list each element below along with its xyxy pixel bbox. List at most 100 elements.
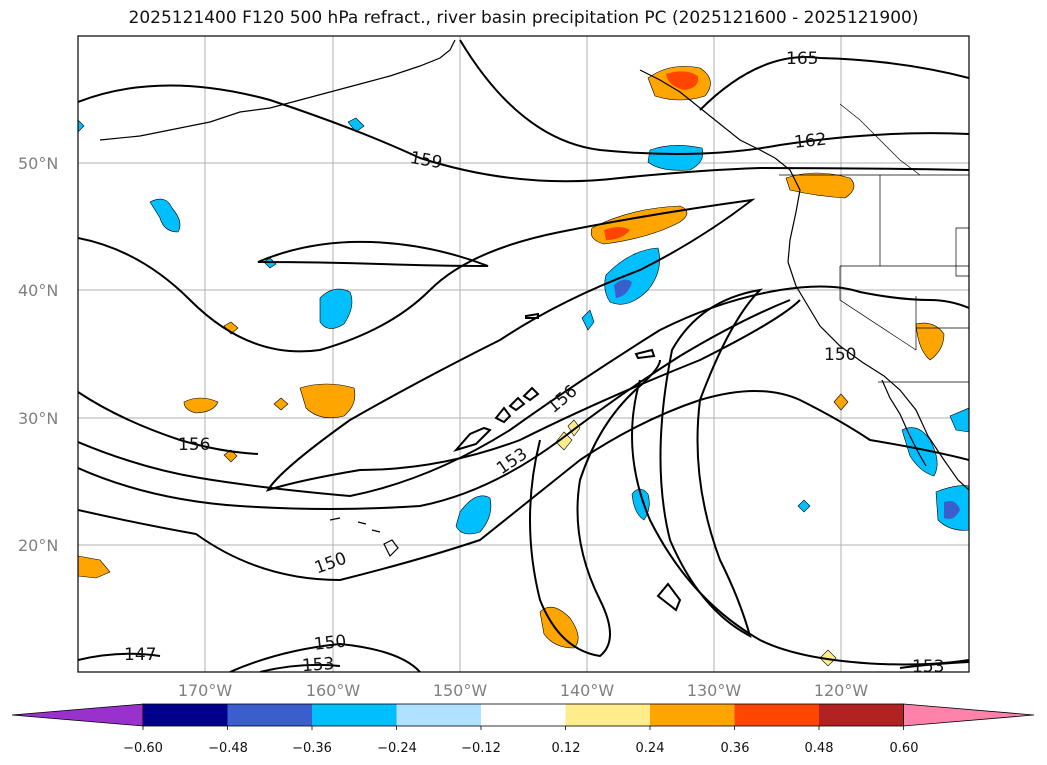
negative-patch-mid-pacific-core xyxy=(614,279,632,298)
positive-patch-south-coast xyxy=(819,649,837,667)
contour-150-south xyxy=(229,642,421,672)
contour-150 xyxy=(78,390,969,582)
colorbar-tick-labels: −0.60 −0.48 −0.36 −0.24 −0.12 0.12 0.24 … xyxy=(123,741,918,756)
contour-small-1 xyxy=(452,426,492,452)
lon-label-130w: 130°W xyxy=(687,681,742,700)
colorbar-swatch xyxy=(227,704,313,726)
baja-peninsula xyxy=(881,379,927,467)
contour-label-147: 147 xyxy=(124,645,156,665)
negative-patch-mexico-core xyxy=(944,501,960,519)
negative-patch-west xyxy=(149,198,181,233)
contour-small-5 xyxy=(634,348,656,360)
contour-label-150-south: 150 xyxy=(313,632,347,655)
colorbar-swatch xyxy=(819,704,904,726)
refractivity-contours xyxy=(78,39,969,672)
positive-patch-npacific-core xyxy=(604,227,630,240)
colorbar-arrow-max xyxy=(903,703,1035,727)
contour-small-2 xyxy=(494,406,512,424)
negative-patch-baja xyxy=(901,427,938,477)
contour-closed-south xyxy=(656,582,682,612)
contour-162 xyxy=(459,39,969,155)
colorbar-tick: 0.12 xyxy=(552,741,581,756)
negative-patch-tiny xyxy=(797,499,811,513)
contour-small-4 xyxy=(522,386,540,402)
lon-label-120w: 120°W xyxy=(814,681,869,700)
negative-patch-center xyxy=(319,288,353,329)
longitude-labels: 170°W 160°W 150°W 140°W 130°W 120°W xyxy=(178,681,869,700)
map-panel xyxy=(78,36,969,672)
contour-159-west xyxy=(78,198,801,492)
contour-label-150-east: 150 xyxy=(824,345,856,365)
lon-label-150w: 150°W xyxy=(433,681,488,700)
negative-patch-bc xyxy=(647,145,704,171)
state-borders xyxy=(779,103,969,383)
colorbar-swatch xyxy=(481,704,566,726)
lat-label-40n: 40°N xyxy=(18,281,58,300)
negative-patch-aleutian xyxy=(347,117,365,133)
lon-label-140w: 140°W xyxy=(560,681,615,700)
lat-label-20n: 20°N xyxy=(18,536,58,555)
colorbar-tick: −0.60 xyxy=(123,741,163,756)
contour-156-west xyxy=(78,391,259,455)
contour-153-south xyxy=(259,663,341,672)
west-coast-usa xyxy=(774,157,969,491)
colorbar-swatch xyxy=(312,704,397,726)
negative-patch-small-1 xyxy=(581,309,595,331)
contour-label-153-southeast: 153 xyxy=(912,657,944,677)
colorbar-swatch xyxy=(734,704,820,726)
contour-150-inner xyxy=(659,288,763,638)
positive-patch-hawaii-north xyxy=(299,383,356,419)
lat-label-50n: 50°N xyxy=(18,154,58,173)
positive-patch-california xyxy=(915,322,945,361)
contour-label-165: 165 xyxy=(786,49,818,69)
contour-159-inner xyxy=(257,240,489,267)
contour-label-153-south: 153 xyxy=(301,654,335,676)
contour-small-6 xyxy=(525,312,539,319)
colorbar-swatch xyxy=(650,704,735,726)
colorbar-tick: −0.12 xyxy=(461,741,501,756)
contour-small-3 xyxy=(508,396,526,412)
contour-156-main xyxy=(78,285,969,498)
colorbar-swatch xyxy=(396,704,482,726)
colorbar-tick: 0.60 xyxy=(890,741,919,756)
contour-165 xyxy=(699,56,969,111)
map-border xyxy=(77,35,970,673)
lon-label-170w: 170°W xyxy=(178,681,233,700)
colorbar-swatch xyxy=(143,704,228,726)
lat-label-30n: 30°N xyxy=(18,409,58,428)
contour-150-loop xyxy=(529,359,661,658)
colorbar-frame xyxy=(142,703,904,727)
contour-label-162: 162 xyxy=(793,130,827,153)
hawaiian-islands xyxy=(329,517,399,558)
positive-patch-alaska-core xyxy=(666,71,699,90)
negative-patch-hawaii xyxy=(455,495,492,535)
colorbar-arrow-min xyxy=(11,703,144,727)
contour-153-southeast xyxy=(899,661,969,669)
negative-patch-mexico-north xyxy=(949,407,969,433)
colorbar-swatch xyxy=(565,704,651,726)
colorbar-tick: 0.36 xyxy=(721,741,750,756)
colorbar-tick: −0.36 xyxy=(292,741,332,756)
positive-patch-washington xyxy=(785,172,855,199)
colorbar-tick: 0.24 xyxy=(636,741,665,756)
lon-label-160w: 160°W xyxy=(306,681,361,700)
alaska-aleutians-coast xyxy=(99,39,456,141)
map-title: 2025121400 F120 500 hPa refract., river … xyxy=(128,8,919,28)
latitude-labels: 50°N 40°N 30°N 20°N xyxy=(18,154,58,555)
positive-patch-baja-tiny xyxy=(833,393,849,411)
coastlines xyxy=(99,39,969,558)
colorbar-tick: −0.48 xyxy=(208,741,248,756)
colorbar-tick: 0.48 xyxy=(805,741,834,756)
negative-patch-alaska-edge xyxy=(78,119,85,133)
contour-153 xyxy=(78,299,791,510)
positive-patch-south xyxy=(539,606,579,649)
positive-patch-south-tiny xyxy=(567,419,581,437)
positive-patch-tiny-2 xyxy=(273,397,289,411)
positive-patch-south-small xyxy=(555,431,573,451)
positive-patch-southwest-edge xyxy=(78,555,111,579)
contour-label-156-west: 156 xyxy=(178,435,210,455)
precip-anomaly-patches xyxy=(78,66,969,667)
colorbar-tick: −0.24 xyxy=(377,741,417,756)
colorbar xyxy=(11,703,1035,730)
